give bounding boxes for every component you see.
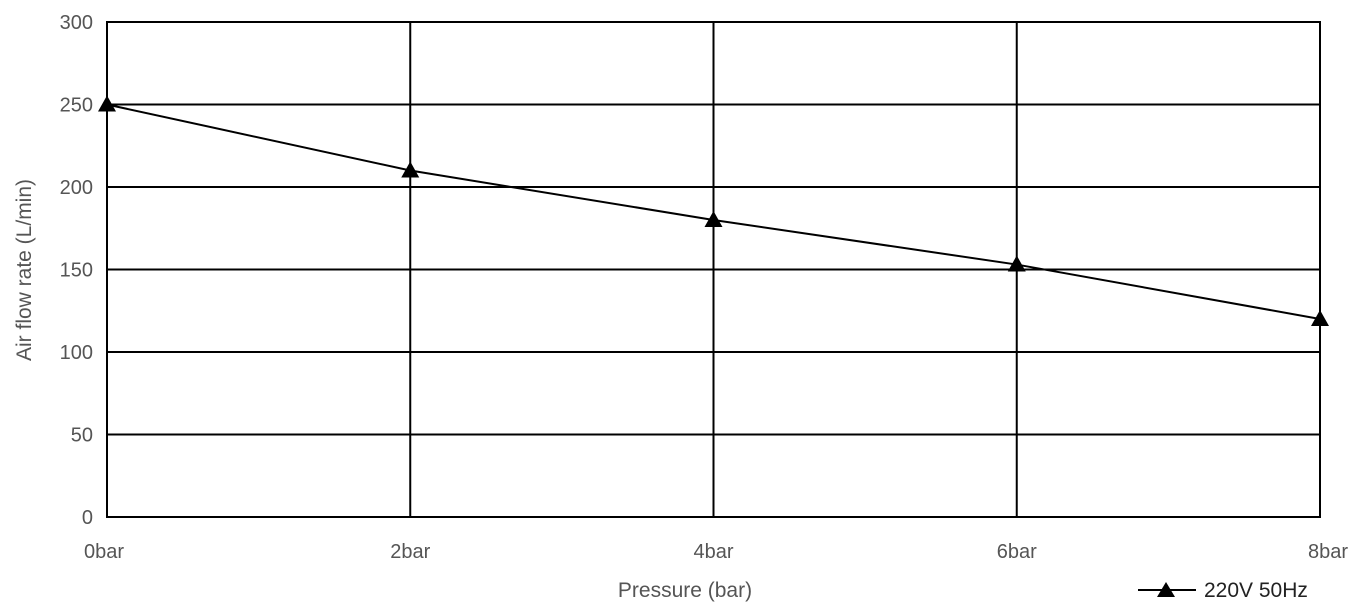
- y-tick-label: 150: [60, 260, 93, 282]
- y-tick-label: 0: [82, 507, 93, 529]
- x-tick-label: 2bar: [390, 541, 430, 563]
- data-point-marker: [401, 161, 420, 178]
- x-tick-label: 4bar: [693, 541, 733, 563]
- x-tick-label: 8bar: [1308, 541, 1348, 563]
- plot-frame: [106, 21, 1321, 518]
- data-point-marker: [98, 95, 116, 112]
- y-axis-title: Air flow rate (L/min): [13, 179, 36, 361]
- y-tick-label: 300: [60, 12, 93, 34]
- data-point-marker: [1311, 310, 1329, 326]
- legend-label: 220V 50Hz: [1204, 579, 1308, 602]
- data-point-marker: [704, 211, 723, 227]
- y-tick-label: 50: [71, 425, 93, 447]
- legend: 220V 50Hz: [1138, 579, 1308, 602]
- data-point-marker: [1007, 255, 1026, 272]
- legend-triangle-marker: [1157, 582, 1175, 597]
- x-axis-title: Pressure (bar): [618, 579, 752, 602]
- series-layer: [98, 95, 1329, 326]
- y-tick-label: 200: [60, 177, 93, 199]
- x-axis-ticks: 0bar 2bar 4bar 6bar 8bar: [84, 541, 1348, 563]
- y-axis-ticks: 0 50 100 150 200 250 300: [60, 12, 93, 529]
- y-tick-label: 100: [60, 342, 93, 364]
- grid: [106, 21, 1321, 518]
- x-tick-label: 6bar: [997, 541, 1037, 563]
- x-tick-label: 0bar: [84, 541, 124, 563]
- y-tick-label: 250: [60, 95, 93, 117]
